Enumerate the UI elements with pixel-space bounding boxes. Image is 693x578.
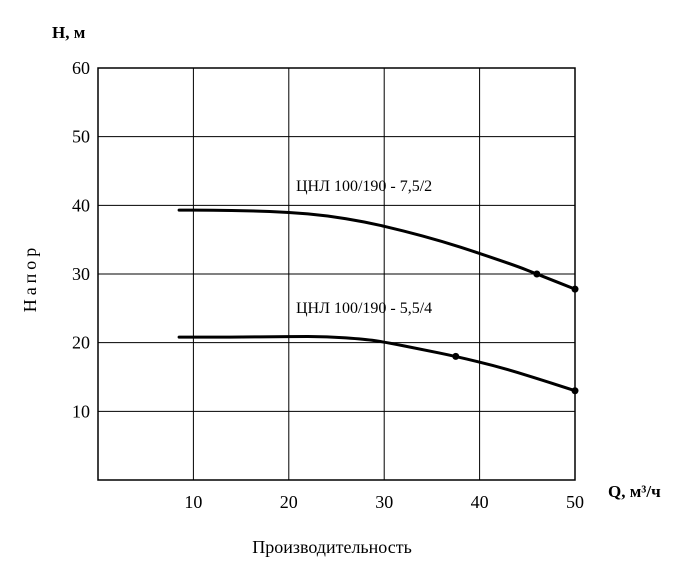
y-tick-label: 20 xyxy=(72,333,90,353)
series-label-5-5-4: ЦНЛ 100/190 - 5,5/4 xyxy=(296,300,432,317)
plot-area-frame xyxy=(97,67,576,481)
series-line-0 xyxy=(177,208,577,291)
x-tick-label: 20 xyxy=(280,492,298,512)
series-marker-1 xyxy=(571,387,579,395)
x-tick-label: 30 xyxy=(375,492,393,512)
y-axis-label: Напор xyxy=(20,244,40,312)
series-marker-0 xyxy=(571,285,579,293)
series-line-1 xyxy=(177,334,577,393)
y-tick-label: 30 xyxy=(72,264,90,284)
y-tick-label: 10 xyxy=(72,401,90,421)
series-marker-0 xyxy=(533,270,541,278)
y-tick-label: 60 xyxy=(72,58,90,78)
x-tick-label: 40 xyxy=(471,492,489,512)
x-tick-label: 50 xyxy=(566,492,584,512)
series-label-7-5-2: ЦНЛ 100/190 - 7,5/2 xyxy=(296,178,432,195)
x-unit-label: Q, м³/ч xyxy=(608,482,661,501)
x-axis-label: Производительность xyxy=(252,537,412,557)
y-tick-label: 50 xyxy=(72,127,90,147)
series-markers xyxy=(452,270,579,395)
y-tick-label: 40 xyxy=(72,195,90,215)
x-tick-labels: 10 20 30 40 50 xyxy=(184,492,584,512)
y-unit-label: Н, м xyxy=(52,23,86,42)
grid-lines xyxy=(98,67,576,480)
x-tick-label: 10 xyxy=(184,492,202,512)
series-marker-1 xyxy=(452,352,460,360)
series-lines xyxy=(177,208,577,393)
y-tick-labels: 60 50 40 30 20 10 xyxy=(72,58,90,421)
